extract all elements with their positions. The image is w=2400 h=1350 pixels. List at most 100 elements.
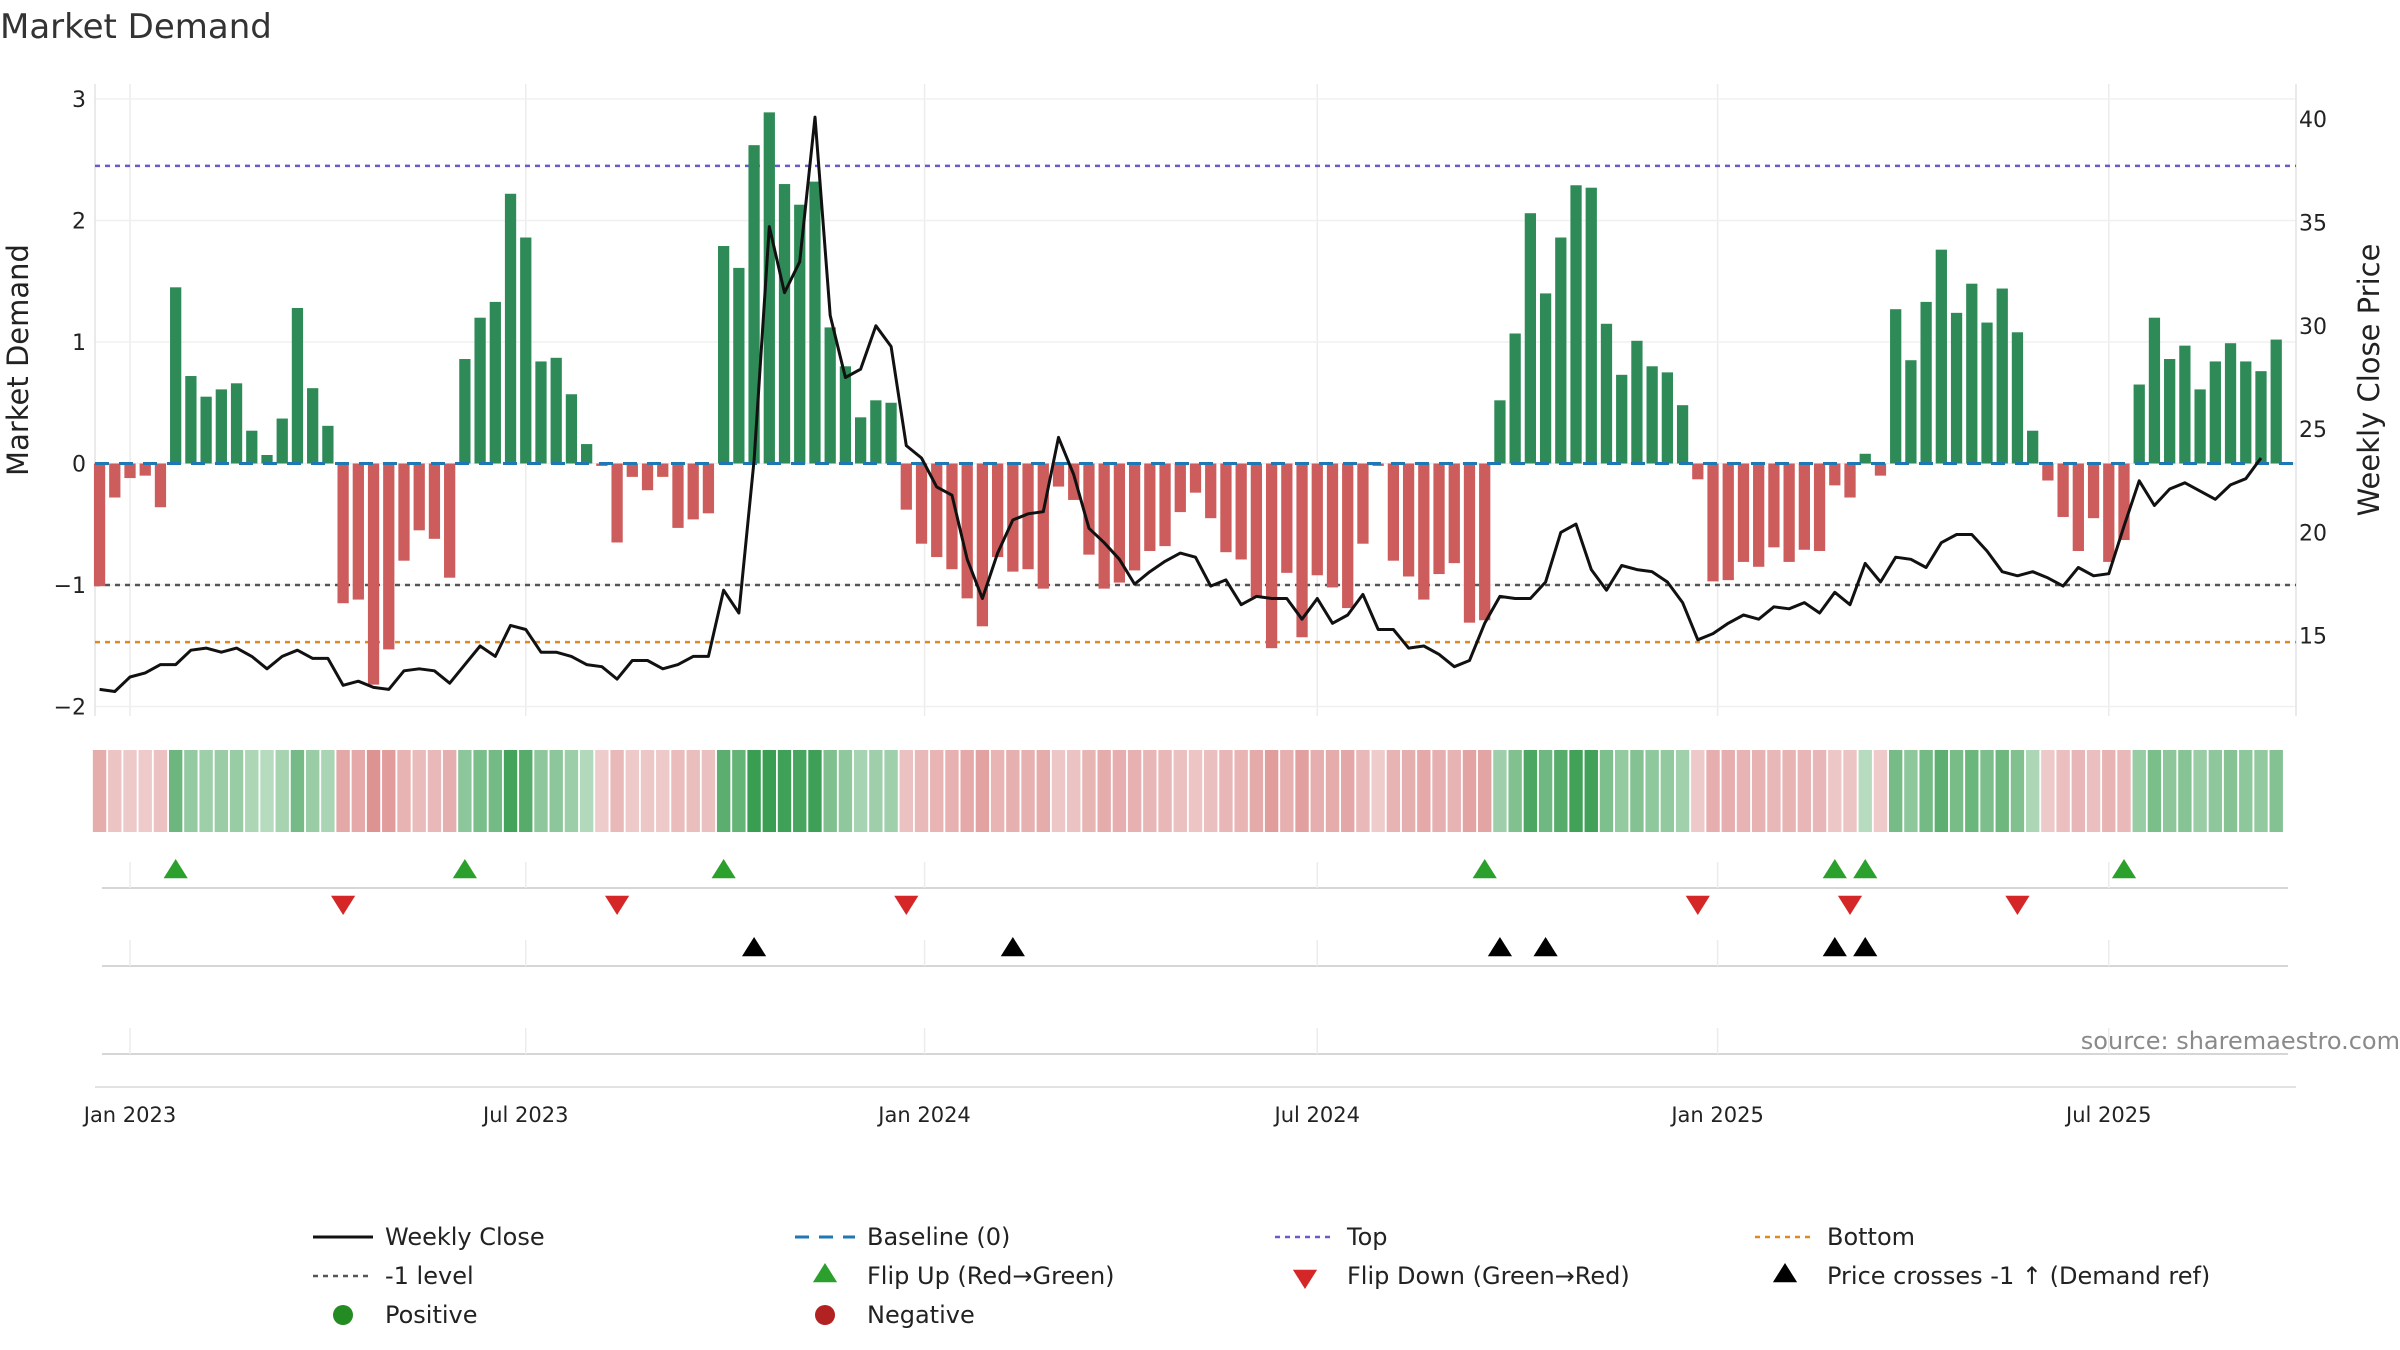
demand-bar — [124, 463, 136, 479]
heat-cell — [579, 750, 594, 832]
heat-cell — [1904, 750, 1918, 832]
demand-bar — [474, 317, 486, 464]
demand-bar — [1768, 463, 1780, 548]
demand-bar — [398, 463, 410, 561]
heat-cell — [1310, 750, 1324, 832]
heat-cell — [1554, 750, 1568, 832]
demand-bar — [1281, 463, 1293, 573]
heat-cell — [2254, 750, 2268, 832]
left-tick-label: −2 — [54, 696, 86, 721]
demand-bar — [2042, 463, 2054, 481]
heat-cell — [1873, 750, 1888, 832]
heat-cell — [1919, 750, 1933, 832]
heat-cell — [656, 750, 670, 832]
demand-bar — [1996, 288, 2008, 464]
heat-cell — [503, 750, 518, 832]
demand-bar — [1600, 323, 1613, 464]
price-cross-marker — [1853, 937, 1878, 957]
demand-bar — [504, 193, 517, 464]
demand-bar — [1646, 366, 1658, 464]
heat-cell — [382, 750, 396, 832]
demand-bar — [1433, 463, 1445, 575]
demand-bar — [2240, 361, 2252, 464]
demand-bar — [824, 327, 836, 464]
demand-bar — [657, 463, 669, 477]
heat-cell — [2071, 750, 2086, 832]
demand-bar — [915, 463, 928, 544]
demand-bar — [1661, 372, 1673, 464]
heat-cell — [1219, 750, 1233, 832]
demand-bar — [763, 112, 775, 464]
demand-bar — [1448, 463, 1460, 564]
demand-bar — [1966, 283, 1978, 464]
heat-cell — [1127, 750, 1142, 832]
heat-cell — [1401, 750, 1416, 832]
heat-cell — [2162, 750, 2177, 832]
heat-cell — [1067, 750, 1081, 832]
heat-cell — [1234, 750, 1248, 832]
heat-cell — [2102, 750, 2116, 832]
heat-cell — [1417, 750, 1431, 832]
demand-bar — [352, 463, 364, 600]
demand-bar — [1265, 463, 1278, 649]
heat-cell — [442, 750, 457, 832]
legend-swatch-price-cross — [1772, 1263, 1798, 1283]
heat-cell — [397, 750, 411, 832]
demand-bar — [1692, 463, 1704, 480]
price-cross-marker — [1822, 937, 1847, 957]
heat-cell — [595, 750, 609, 832]
demand-bar — [291, 307, 304, 464]
demand-bar — [2209, 361, 2221, 464]
heat-cell — [610, 750, 624, 832]
heat-cell — [549, 750, 563, 832]
heat-cell — [732, 750, 746, 832]
chart-title: Market Demand — [0, 7, 272, 47]
heat-cell — [853, 750, 868, 832]
demand-bar — [885, 402, 897, 464]
heat-cell — [1888, 750, 1903, 832]
heat-cell — [1721, 750, 1735, 832]
demand-bar — [1311, 463, 1323, 576]
heat-cell — [1660, 750, 1675, 832]
heat-cell — [930, 750, 944, 832]
heat-cell — [564, 750, 579, 832]
heat-cell — [838, 750, 853, 832]
heat-cell — [1493, 750, 1507, 832]
demand-bar — [337, 463, 349, 604]
left-tick-label: −1 — [54, 574, 86, 599]
flip-up-marker — [2111, 859, 2137, 879]
heat-cell — [990, 750, 1005, 832]
heat-cell — [1249, 750, 1264, 832]
legend-label-price-cross: Price crosses -1 ↑ (Demand ref) — [1827, 1262, 2210, 1290]
heat-cell — [1462, 750, 1477, 832]
flip-down-marker — [1685, 895, 1710, 915]
heat-cell — [2208, 750, 2223, 832]
demand-bar — [1220, 463, 1232, 553]
heat-cell — [899, 750, 913, 832]
demand-bar — [626, 463, 638, 477]
heat-cell — [1051, 750, 1066, 832]
demand-bar — [170, 287, 182, 464]
legend-label-top: Top — [1346, 1223, 1388, 1251]
demand-bar — [718, 246, 730, 464]
demand-bar — [1509, 333, 1521, 464]
legend-label-bottom: Bottom — [1827, 1223, 1915, 1251]
weekly-close-series — [95, 115, 2296, 693]
demand-bar — [1783, 463, 1795, 562]
demand-bar — [444, 463, 456, 578]
demand-bar — [2133, 384, 2145, 464]
right-tick-label: 30 — [2299, 315, 2327, 340]
demand-bar — [1859, 453, 1871, 464]
heat-cell — [138, 750, 152, 832]
demand-bar — [1342, 463, 1354, 609]
demand-bar — [1631, 340, 1643, 464]
demand-bar — [139, 463, 151, 476]
heat-cell — [869, 750, 883, 832]
heat-cell — [1995, 750, 2009, 832]
demand-bar — [1007, 463, 1019, 572]
demand-bar — [1585, 187, 1597, 464]
flip-up-marker — [1822, 859, 1847, 879]
demand-bar — [1829, 463, 1841, 486]
heat-cell — [1173, 750, 1187, 832]
